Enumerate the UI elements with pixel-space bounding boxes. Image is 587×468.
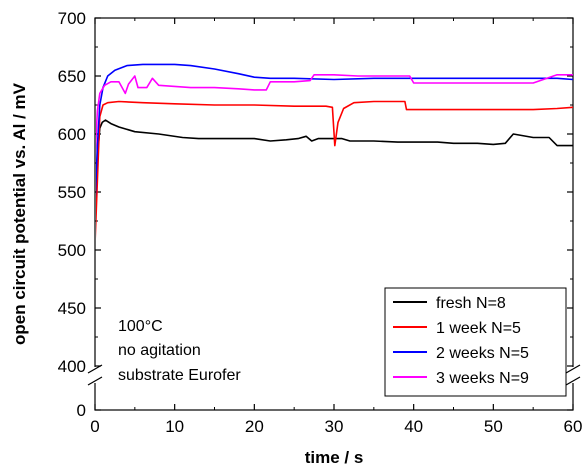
annotation-line-1: 100°C	[118, 318, 163, 335]
series-line-2	[96, 100, 573, 239]
legend-label: 3 weeks N=9	[436, 370, 529, 387]
legend-label: 1 week N=5	[436, 320, 521, 337]
x-tick-label: 30	[325, 417, 344, 436]
axis-break-gap	[92, 367, 98, 383]
y-tick-label: 650	[58, 67, 86, 86]
axis-break-mark	[565, 376, 581, 386]
y-tick-label: 700	[58, 9, 86, 28]
x-tick-label: 50	[484, 417, 503, 436]
x-tick-label: 0	[90, 417, 99, 436]
x-tick-label: 40	[404, 417, 423, 436]
legend-label: 2 weeks N=5	[436, 345, 529, 362]
annotation-line-2: no agitation	[118, 342, 201, 359]
annotation-line-3: substrate Eurofer	[118, 367, 241, 384]
x-tick-label: 10	[165, 417, 184, 436]
series-line-3	[96, 63, 573, 199]
y-tick-label: 450	[58, 299, 86, 318]
series-layer	[96, 63, 573, 239]
annotation: 100°C no agitation substrate Eurofer	[118, 318, 241, 384]
legend: fresh N=8 1 week N=5 2 weeks N=5 3 weeks N=…	[384, 287, 567, 397]
y-tick-label: 600	[58, 125, 86, 144]
series-line-4	[96, 74, 573, 154]
series-line-1	[96, 119, 573, 216]
x-axis-title: time / s	[305, 448, 364, 467]
y-tick-label: 500	[58, 241, 86, 260]
x-tick-label: 20	[245, 417, 264, 436]
y-tick-label: 400	[58, 357, 86, 376]
axis-break-mark	[565, 364, 581, 374]
axis-break-gap	[570, 367, 576, 383]
y-tick-label: 0	[77, 401, 86, 420]
legend-label: fresh N=8	[436, 295, 506, 312]
y-axis-title: open circuit potential vs. Al / mV	[10, 82, 29, 345]
axis-break-mark	[87, 376, 103, 386]
x-tick-label: 60	[564, 417, 583, 436]
y-tick-label: 550	[58, 183, 86, 202]
